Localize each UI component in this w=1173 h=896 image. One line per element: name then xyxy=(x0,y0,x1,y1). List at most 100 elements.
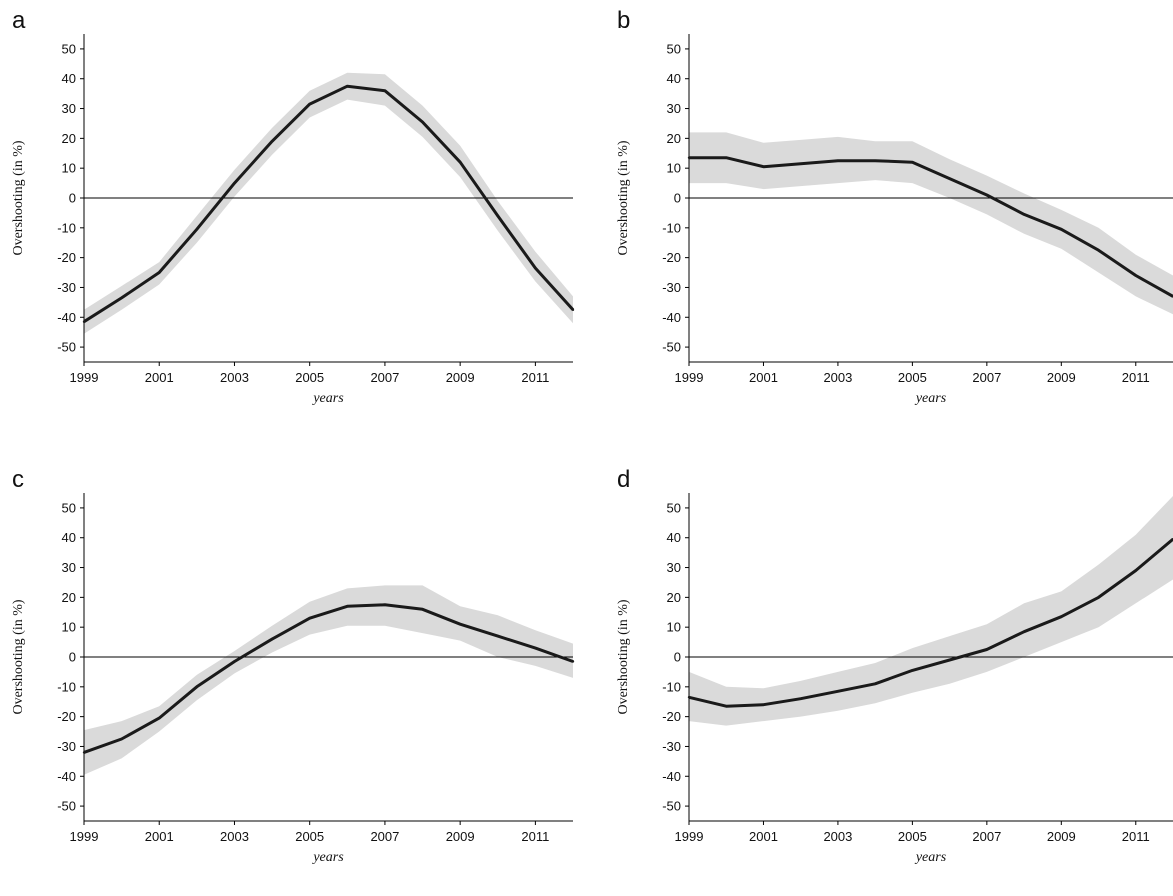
data-point xyxy=(836,690,840,693)
y-tick-label: 10 xyxy=(62,161,76,176)
data-point xyxy=(346,605,349,608)
x-tick-label: 2009 xyxy=(446,370,475,385)
confidence-band xyxy=(689,496,1173,726)
y-axis-title: Overshooting (in %) xyxy=(616,140,631,255)
y-tick-label: -40 xyxy=(662,769,681,784)
y-tick-label: 40 xyxy=(62,530,76,545)
y-tick-label: 0 xyxy=(674,650,681,665)
data-point xyxy=(195,228,199,231)
data-point xyxy=(233,660,236,663)
data-point xyxy=(458,161,462,164)
x-tick-label: 2005 xyxy=(295,370,324,385)
x-tick-label: 1999 xyxy=(70,370,99,385)
data-point xyxy=(985,648,989,651)
data-point xyxy=(308,617,311,620)
y-tick-label: 20 xyxy=(667,131,681,146)
data-point xyxy=(762,703,765,706)
data-point xyxy=(120,296,123,300)
data-point xyxy=(911,669,914,672)
data-point xyxy=(195,685,199,689)
y-axis-title: Overshooting (in %) xyxy=(11,599,26,714)
panel-letter: a xyxy=(12,7,26,34)
y-tick-label: -10 xyxy=(662,679,681,694)
x-tick-label: 2001 xyxy=(145,829,174,844)
y-tick-label: -40 xyxy=(57,310,76,325)
x-tick-label: 2001 xyxy=(749,370,778,385)
y-tick-label: 40 xyxy=(667,530,681,545)
y-tick-label: -10 xyxy=(57,220,76,235)
x-tick-label: 2005 xyxy=(295,829,324,844)
y-axis-title: Overshooting (in %) xyxy=(616,599,631,714)
data-point xyxy=(308,102,311,106)
data-point xyxy=(158,271,161,274)
y-tick-label: 30 xyxy=(62,101,76,116)
y-tick-label: -10 xyxy=(57,679,76,694)
data-point xyxy=(1134,274,1137,277)
x-tick-label: 2009 xyxy=(1047,829,1076,844)
x-tick-label: 2001 xyxy=(749,829,778,844)
confidence-band xyxy=(84,585,573,775)
x-tick-label: 1999 xyxy=(675,829,704,844)
x-tick-label: 2003 xyxy=(220,370,249,385)
x-tick-label: 2005 xyxy=(898,370,927,385)
y-tick-label: 10 xyxy=(62,620,76,635)
data-point xyxy=(1060,615,1063,618)
y-tick-label: 0 xyxy=(69,650,76,665)
data-point xyxy=(534,266,537,270)
y-tick-label: -20 xyxy=(662,709,681,724)
panel-b: b 50 40 30 20 10 0 -10 -20 -30 -40 -50 1999 2001 2003 2… xyxy=(616,7,1173,406)
x-tick-label: 2009 xyxy=(1047,370,1076,385)
y-tick-label: 20 xyxy=(62,131,76,146)
data-point xyxy=(799,697,802,700)
y-tick-label: 30 xyxy=(62,560,76,575)
y-tick-label: -20 xyxy=(57,709,76,724)
data-point xyxy=(270,637,274,641)
x-tick-label: 2003 xyxy=(823,370,852,385)
data-point xyxy=(82,751,86,754)
series-line xyxy=(83,603,574,754)
x-tick-label: 2011 xyxy=(1122,829,1150,844)
y-tick-label: -50 xyxy=(662,799,681,814)
y-tick-label: 40 xyxy=(667,71,681,86)
panel-d: d 50 40 30 20 10 0 -10 -20 -30 -40 -50 1999 2001 2003 2… xyxy=(616,466,1173,865)
data-point xyxy=(911,161,914,164)
data-point xyxy=(1022,213,1026,216)
data-point xyxy=(873,682,877,686)
y-tick-label: 50 xyxy=(667,500,681,515)
data-point xyxy=(383,89,387,92)
x-tick-label: 2005 xyxy=(898,829,927,844)
y-tick-label: -30 xyxy=(662,739,681,754)
series-line xyxy=(689,156,1173,298)
y-tick-label: 20 xyxy=(62,590,76,605)
data-point xyxy=(1097,248,1100,252)
data-point xyxy=(496,634,499,638)
x-tick-label: 2007 xyxy=(370,370,399,385)
data-point xyxy=(270,140,274,143)
panel-a: a 50 40 30 20 10 0 -10 -20 -30 -40 -50 1999 2001 2003 2… xyxy=(11,7,575,406)
data-point xyxy=(496,214,499,218)
y-tick-label: -40 xyxy=(662,310,681,325)
data-point xyxy=(571,308,575,312)
y-tick-label: -50 xyxy=(57,340,76,355)
panel-letter: b xyxy=(617,7,630,34)
data-point xyxy=(421,120,424,124)
y-tick-label: 10 xyxy=(667,161,681,176)
y-tick-label: 50 xyxy=(62,500,76,515)
y-tick-label: 30 xyxy=(667,101,681,116)
x-axis-title: years xyxy=(311,850,344,865)
y-tick-label: 40 xyxy=(62,71,76,86)
x-tick-label: 2011 xyxy=(521,829,549,844)
data-point xyxy=(836,159,840,162)
data-point xyxy=(346,84,349,88)
x-tick-label: 2003 xyxy=(220,829,249,844)
data-point xyxy=(534,646,537,650)
x-axis-title: years xyxy=(914,850,947,865)
data-point xyxy=(725,705,728,708)
y-tick-label: -50 xyxy=(662,340,681,355)
y-tick-label: -50 xyxy=(57,799,76,814)
data-point xyxy=(571,660,575,663)
x-tick-label: 2011 xyxy=(521,370,549,385)
data-point xyxy=(1022,630,1026,633)
data-point xyxy=(1060,228,1063,231)
x-tick-label: 2007 xyxy=(370,829,399,844)
